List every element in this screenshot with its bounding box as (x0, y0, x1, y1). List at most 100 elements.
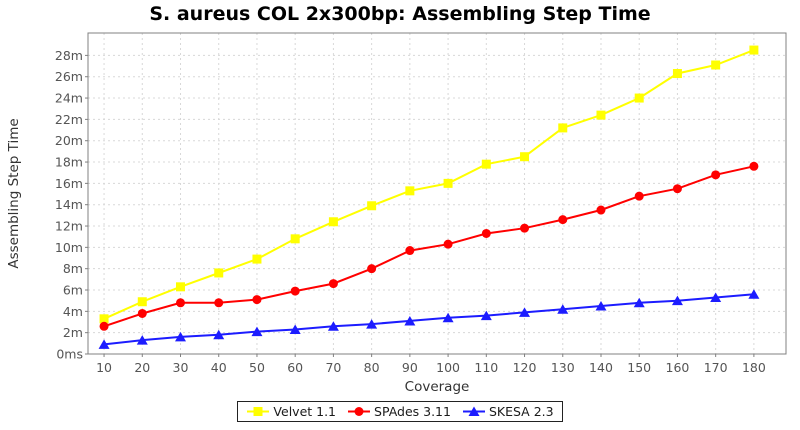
data-point-marker (253, 407, 263, 416)
data-point-marker (443, 178, 453, 188)
data-point-marker (672, 69, 682, 79)
data-point-marker (404, 315, 416, 326)
legend-label: SPAdes 3.11 (374, 404, 451, 419)
data-point-marker (711, 60, 721, 70)
x-axis-title: Coverage (405, 379, 470, 395)
data-point-marker (557, 304, 569, 314)
data-point-marker (214, 298, 224, 308)
data-point-marker (367, 264, 377, 274)
data-point-marker (214, 268, 224, 278)
data-point-marker (480, 310, 492, 321)
data-point-marker (354, 407, 364, 416)
y-tick-label: 18m (55, 155, 83, 170)
series-line-skesa-2-3 (103, 293, 754, 346)
data-point-marker (558, 215, 568, 225)
data-point-marker (520, 223, 530, 233)
y-axis-title: Assembling Step Time (6, 118, 22, 268)
data-point-marker (405, 246, 415, 256)
x-tick-label: 110 (474, 360, 498, 375)
data-point-marker (327, 321, 339, 331)
x-tick-label: 30 (173, 360, 189, 375)
data-point-marker (176, 282, 186, 292)
data-point-marker (176, 298, 186, 308)
data-point-marker (748, 289, 760, 299)
x-tick-label: 80 (364, 360, 380, 375)
plot-background (88, 33, 786, 354)
legend-label: SKESA 2.3 (488, 404, 554, 419)
data-point-marker (595, 301, 607, 311)
x-tick-label: 130 (551, 360, 575, 375)
triangle-marker-icon (462, 406, 485, 416)
y-tick-label: 26m (55, 69, 83, 84)
data-point-marker (468, 406, 480, 416)
data-point-marker (252, 254, 262, 264)
data-point-marker (519, 307, 531, 317)
data-point-marker (290, 286, 300, 296)
legend-item-velvet-1-1: Velvet 1.1 (246, 404, 336, 419)
y-tick-label: 0ms (56, 347, 83, 362)
x-tick-label: 50 (249, 360, 265, 375)
legend-label: Velvet 1.1 (273, 404, 337, 419)
y-tick-label: 8m (63, 261, 83, 276)
y-tick-label: 16m (55, 176, 83, 191)
series-line-velvet-1-1 (103, 49, 755, 320)
data-point-marker (367, 201, 377, 211)
series-skesa-2-3 (98, 289, 760, 349)
chart-title: S. aureus COL 2x300bp: Assembling Step T… (149, 3, 651, 25)
y-tick-label: 14m (55, 197, 83, 212)
data-point-marker (634, 191, 644, 201)
plot-outline (87, 32, 787, 355)
data-point-marker (596, 110, 606, 120)
series-spades-3-11 (99, 161, 759, 331)
series-velvet-1-1 (99, 45, 759, 324)
data-point-marker (749, 161, 759, 171)
series-line-spades-3-11 (103, 165, 755, 328)
data-point-marker (558, 123, 568, 133)
legend-item-spades-3-11: SPAdes 3.11 (347, 404, 451, 419)
data-point-marker (290, 234, 300, 244)
legend-box: Velvet 1.1 SPAdes 3.11 SKESA 2.3 (237, 401, 563, 422)
y-tick-label: 4m (63, 304, 83, 319)
y-tick-label: 6m (63, 283, 83, 298)
y-tick-label: 24m (55, 91, 83, 106)
square-marker-icon (247, 407, 270, 416)
x-tick-label: 70 (325, 360, 341, 375)
x-tick-label: 100 (436, 360, 460, 375)
y-tick-label: 20m (55, 133, 83, 148)
data-point-marker (289, 324, 301, 334)
data-point-marker (328, 279, 338, 289)
x-tick-label: 40 (211, 360, 227, 375)
data-point-marker (98, 339, 110, 349)
legend: Velvet 1.1 SPAdes 3.11 SKESA 2.3 (0, 401, 800, 422)
legend-item-skesa-2-3: SKESA 2.3 (462, 404, 554, 419)
data-point-marker (99, 314, 109, 324)
x-tick-label: 10 (96, 360, 112, 375)
data-point-marker (481, 228, 491, 238)
y-tick-label: 10m (55, 240, 83, 255)
x-tick-label: 90 (402, 360, 418, 375)
data-point-marker (443, 239, 453, 249)
data-point-marker (596, 205, 606, 215)
y-tick-label: 12m (55, 219, 83, 234)
x-tick-label: 170 (704, 360, 728, 375)
data-point-marker (366, 319, 378, 329)
data-point-marker (520, 152, 530, 162)
data-point-marker (442, 312, 454, 323)
x-tick-label: 160 (666, 360, 690, 375)
data-point-marker (252, 295, 262, 305)
data-point-marker (634, 93, 644, 103)
data-point-marker (633, 297, 645, 308)
data-point-marker (251, 326, 263, 337)
y-tick-label: 22m (55, 112, 83, 127)
x-tick-label: 180 (742, 360, 766, 375)
data-point-marker (213, 329, 225, 340)
data-point-marker (481, 159, 491, 169)
data-point-marker (749, 45, 759, 55)
data-point-marker (711, 170, 721, 180)
data-point-marker (328, 217, 338, 227)
data-point-marker (137, 297, 147, 307)
x-tick-label: 150 (627, 360, 651, 375)
data-point-marker (710, 292, 722, 302)
